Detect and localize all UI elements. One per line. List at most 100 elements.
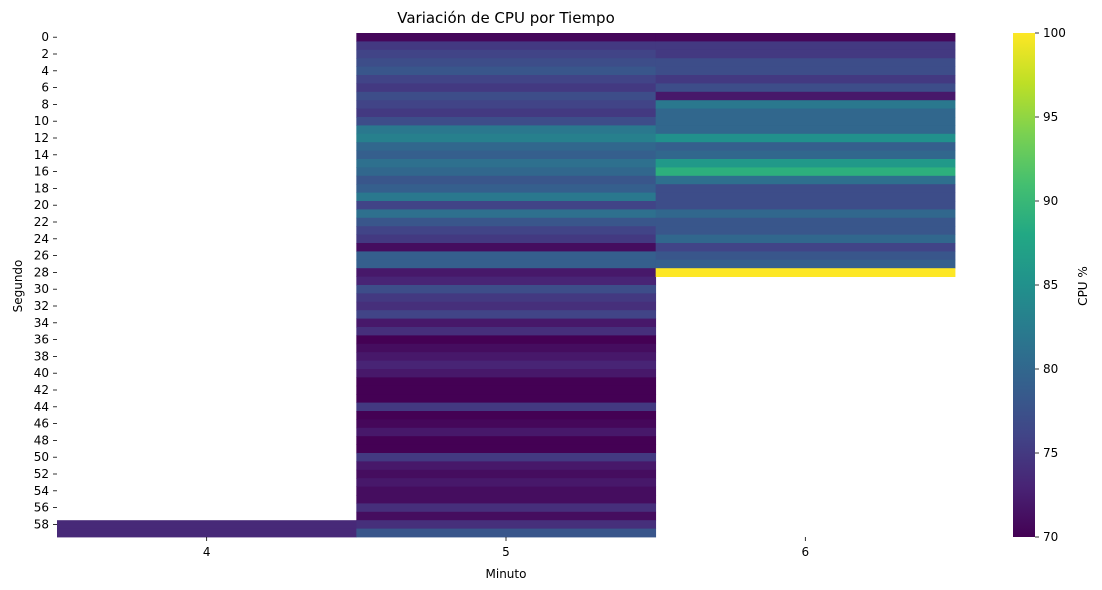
heatmap-cell xyxy=(356,33,657,42)
heatmap-cell xyxy=(356,335,657,345)
heatmap-cell xyxy=(356,520,657,529)
heatmap-cell xyxy=(356,528,657,538)
heatmap-cell xyxy=(655,33,956,42)
heatmap-cell xyxy=(356,142,657,151)
heatmap-cell xyxy=(655,83,956,93)
heatmap-cell xyxy=(356,495,657,504)
colorbar-label: CPU % xyxy=(1076,266,1090,306)
heatmap-cell xyxy=(655,150,956,160)
y-axis-ticks: 0246810121416182022242628303234363840424… xyxy=(34,30,57,531)
colorbar-tick-label: 70 xyxy=(1043,530,1058,544)
heatmap-cell xyxy=(356,226,657,235)
y-tick-label: 44 xyxy=(34,400,49,414)
y-tick-label: 50 xyxy=(34,450,49,464)
y-tick-label: 52 xyxy=(34,467,49,481)
heatmap-cell xyxy=(655,259,956,269)
heatmap-cell xyxy=(655,226,956,235)
y-tick-label: 40 xyxy=(34,366,49,380)
colorbar: 70 75 80 85 90 95 100 CPU % xyxy=(1013,26,1090,544)
heatmap-cell xyxy=(356,453,657,462)
heatmap-cell xyxy=(356,377,657,387)
heatmap-cell xyxy=(356,75,657,84)
heatmap-cell xyxy=(356,394,657,403)
heatmap-cell xyxy=(356,352,657,361)
heatmap-cell xyxy=(356,100,657,109)
heatmap-cell xyxy=(356,285,657,294)
y-tick-label: 56 xyxy=(34,501,49,515)
heatmap-cell xyxy=(655,268,956,277)
heatmap-cell xyxy=(356,402,657,412)
heatmap-cell xyxy=(356,184,657,193)
heatmap-cell xyxy=(655,49,956,59)
y-tick-label: 30 xyxy=(34,282,49,296)
heatmap-cell xyxy=(356,268,657,277)
y-tick-label: 2 xyxy=(41,47,49,61)
heatmap-cell xyxy=(655,201,956,210)
heatmap-cell xyxy=(655,159,956,168)
y-tick-label: 26 xyxy=(34,249,49,263)
heatmap-cell xyxy=(655,41,956,51)
y-tick-label: 16 xyxy=(34,165,49,179)
y-tick-label: 22 xyxy=(34,215,49,229)
y-tick-label: 6 xyxy=(41,81,49,95)
heatmap-cell xyxy=(655,209,956,219)
heatmap-cell xyxy=(356,125,657,135)
y-tick-label: 32 xyxy=(34,299,49,313)
heatmap-cell xyxy=(356,117,657,126)
heatmap-cell xyxy=(356,167,657,177)
y-tick-label: 34 xyxy=(34,316,49,330)
colorbar-gradient xyxy=(1013,33,1035,537)
heatmap-cell xyxy=(356,209,657,219)
y-tick-label: 18 xyxy=(34,181,49,195)
y-tick-label: 42 xyxy=(34,383,49,397)
heatmap-cell xyxy=(356,83,657,93)
y-tick-label: 8 xyxy=(41,97,49,111)
heatmap-cell xyxy=(356,217,657,227)
y-tick-label: 0 xyxy=(41,30,49,44)
heatmap-cell xyxy=(356,234,657,244)
heatmap-cell xyxy=(655,142,956,151)
y-tick-label: 4 xyxy=(41,64,49,78)
y-tick-label: 24 xyxy=(34,232,49,246)
y-axis-label: Segundo xyxy=(11,260,25,313)
heatmap-cell xyxy=(655,243,956,252)
x-axis-label: Minuto xyxy=(486,567,527,581)
heatmap-cell xyxy=(655,192,956,202)
heatmap-cell xyxy=(655,167,956,177)
y-tick-label: 58 xyxy=(34,517,49,531)
y-tick-label: 14 xyxy=(34,148,49,162)
x-tick-label: 5 xyxy=(502,545,510,559)
heatmap-cell xyxy=(356,108,657,118)
heatmap-cell xyxy=(655,133,956,143)
heatmap-cell xyxy=(356,58,657,67)
heatmap-cell xyxy=(356,469,657,479)
heatmap-cell xyxy=(655,100,956,109)
heatmap-cell xyxy=(356,91,657,101)
x-tick-label: 4 xyxy=(203,545,211,559)
heatmap-cell xyxy=(356,66,657,76)
y-tick-label: 10 xyxy=(34,114,49,128)
colorbar-tick-label: 100 xyxy=(1043,26,1066,40)
heatmap-cell xyxy=(655,125,956,135)
heatmap-cell xyxy=(356,419,657,429)
heatmap-cell xyxy=(356,427,657,437)
heatmap-cell xyxy=(356,243,657,252)
y-tick-label: 28 xyxy=(34,265,49,279)
heatmap-cell xyxy=(356,503,657,513)
heatmap-cell xyxy=(356,436,657,445)
colorbar-tick-label: 85 xyxy=(1043,278,1058,292)
heatmap-cell xyxy=(655,234,956,244)
heatmap-cell xyxy=(356,150,657,160)
heatmap-cell xyxy=(356,385,657,395)
heatmap-cell xyxy=(356,360,657,370)
heatmap-cell xyxy=(356,369,657,378)
heatmap-cell xyxy=(57,528,357,538)
heatmap-cell xyxy=(655,75,956,84)
heatmap-cells xyxy=(57,33,956,538)
heatmap-cell xyxy=(356,343,657,353)
heatmap-cell xyxy=(356,301,657,311)
heatmap-cell xyxy=(356,251,657,261)
heatmap-cell xyxy=(356,310,657,319)
chart-title: Variación de CPU por Tiempo xyxy=(397,9,615,27)
heatmap-cell xyxy=(655,117,956,126)
